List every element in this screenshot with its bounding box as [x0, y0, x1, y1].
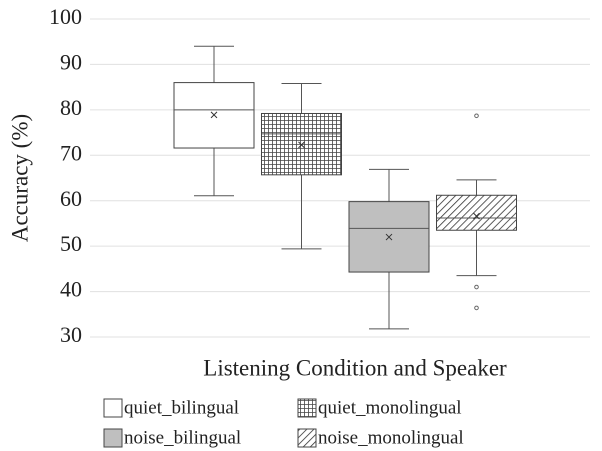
legend-label: quiet_bilingual	[124, 397, 239, 418]
y-tick-label: 60	[60, 186, 82, 211]
mean-marker	[473, 212, 480, 220]
x-axis-label: Listening Condition and Speaker	[203, 355, 507, 380]
legend-swatch	[297, 398, 317, 418]
legend-label: noise_monolingual	[318, 427, 464, 448]
outlier	[474, 113, 479, 119]
y-tick-label: 30	[60, 322, 82, 347]
mean-marker	[210, 111, 218, 119]
y-axis-label: Accuracy (%)	[7, 114, 32, 242]
mean-marker	[385, 233, 393, 241]
legend-swatch	[103, 398, 123, 418]
y-tick-label: 50	[60, 231, 82, 256]
y-tick-label: 80	[60, 95, 82, 120]
y-tick-label: 100	[49, 4, 82, 29]
y-tick-label: 70	[60, 140, 82, 165]
legend-label: quiet_monolingual	[318, 397, 462, 418]
outlier	[474, 305, 479, 311]
legend-swatch	[297, 428, 317, 448]
box	[436, 194, 517, 231]
mean-marker	[298, 141, 305, 149]
legend-label: noise_bilingual	[124, 427, 241, 448]
outlier	[474, 284, 479, 290]
y-tick-label: 40	[60, 277, 82, 302]
legend-swatch	[103, 428, 123, 448]
y-tick-label: 90	[60, 49, 82, 74]
